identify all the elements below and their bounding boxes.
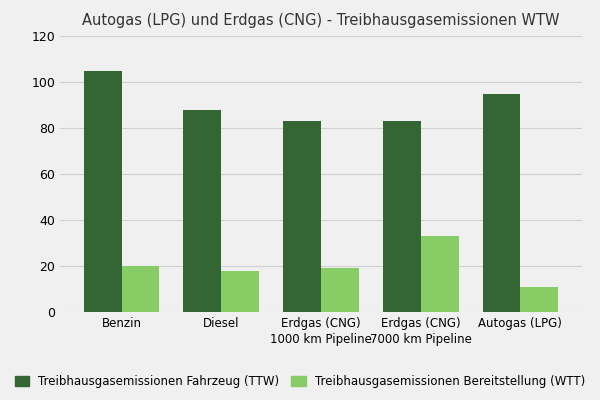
Bar [321, 268, 359, 312]
Bar [520, 287, 558, 312]
Title: Autogas (LPG) und Erdgas (CNG) - Treibhausgasemissionen WTW: Autogas (LPG) und Erdgas (CNG) - Treibha… [82, 13, 560, 28]
Bar [84, 70, 122, 312]
Bar [482, 94, 520, 312]
Legend: Treibhausgasemissionen Fahrzeug (TTW), Treibhausgasemissionen Bereitstellung (WT: Treibhausgasemissionen Fahrzeug (TTW), T… [9, 369, 591, 394]
Bar [283, 121, 321, 312]
Bar [383, 121, 421, 312]
Bar [221, 271, 259, 312]
Bar [421, 236, 458, 312]
Bar [184, 110, 221, 312]
Bar [122, 266, 160, 312]
